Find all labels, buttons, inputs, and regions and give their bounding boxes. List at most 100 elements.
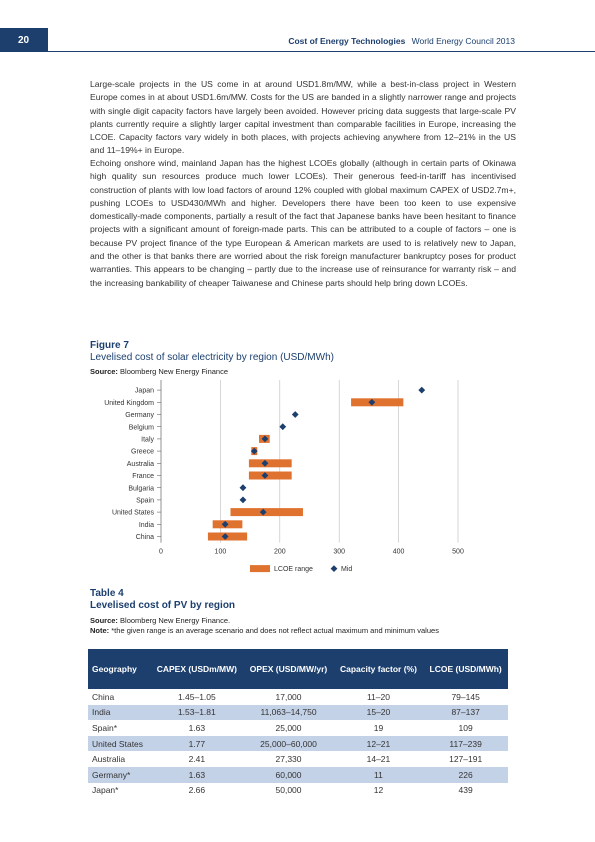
cell-lcoe: 127–191: [449, 754, 483, 765]
cell-geography: Australia: [92, 754, 126, 765]
cell-lcoe: 109: [458, 722, 473, 733]
header-geography: Geography: [88, 649, 151, 689]
cell-capex: 1.45–1.05: [177, 691, 216, 702]
cell-capacity-factor: 19: [373, 722, 384, 733]
figure-title: Levelised cost of solar electricity by r…: [90, 352, 334, 363]
table-source-label: Source:: [90, 616, 118, 625]
header-capex: CAPEX (USDm/MW): [150, 649, 244, 689]
running-header: Cost of Energy Technologies World Energy…: [288, 36, 515, 46]
cell-lcoe: 79–145: [451, 691, 480, 702]
mid-marker: [221, 533, 229, 540]
cell-geography: United States: [88, 735, 151, 752]
mid-marker: [368, 398, 376, 406]
cell-geography: India: [88, 704, 151, 721]
cell-opex: 25,000: [275, 722, 302, 733]
y-category-label: Italy: [141, 437, 154, 444]
y-category-label: India: [139, 522, 154, 529]
range-bar: [248, 459, 292, 468]
cell-capacity-factor: 11: [333, 766, 424, 783]
mid-marker: [279, 423, 287, 431]
y-category-label: Bulgaria: [128, 485, 154, 492]
y-category-label: Japan: [135, 388, 154, 395]
legend-mid-label: Mid: [341, 566, 352, 573]
cell-lcoe: 117–239: [423, 735, 508, 752]
cell-capex: 1.77: [150, 735, 244, 752]
range-bar: [248, 471, 292, 480]
table-title: Levelised cost of PV by region: [90, 600, 236, 611]
y-category-label: United States: [112, 510, 155, 517]
cell-opex: 25,000–60,000: [243, 735, 334, 752]
cell-capex: 2.66: [188, 785, 206, 796]
mid-marker: [418, 386, 426, 394]
pv-cost-table: Geography CAPEX (USDm/MW) OPEX (USD/MW/y…: [88, 649, 508, 798]
cell-lcoe: 87–137: [423, 704, 508, 721]
table-row: India 1.53–1.81 11,063–14,750 15–20 87–1…: [88, 704, 508, 721]
legend-range-label: LCOE range: [274, 566, 313, 573]
table-row: United States 1.77 25,000–60,000 12–21 1…: [88, 735, 508, 752]
table-label: Table 4: [90, 588, 124, 599]
mid-marker: [259, 508, 267, 516]
cell-geography: China: [92, 691, 115, 702]
cell-capex: 1.53–1.81: [150, 704, 244, 721]
cell-opex: 17,000: [275, 691, 302, 702]
x-tick-label: 500: [452, 549, 464, 556]
table-note-text: *the given range is an average scenario …: [111, 626, 439, 635]
mid-marker: [291, 411, 299, 418]
cell-geography: Spain*: [92, 722, 118, 733]
y-category-label: Belgium: [129, 424, 154, 431]
table-note: Note: *the given range is an average sce…: [90, 626, 439, 635]
cell-geography: Japan*: [92, 785, 119, 796]
cell-geography: Germany*: [88, 766, 151, 783]
cell-capacity-factor: 12: [373, 785, 384, 796]
y-category-label: France: [132, 473, 154, 480]
range-bar: [230, 508, 303, 517]
header-subtitle: World Energy Council 2013: [411, 36, 515, 46]
header-rule: [48, 51, 595, 52]
cell-lcoe: 439: [458, 785, 473, 796]
x-tick-label: 400: [393, 549, 405, 556]
mid-marker: [261, 459, 269, 467]
figure-label: Figure 7: [90, 340, 129, 351]
cell-opex: 11,063–14,750: [243, 704, 334, 721]
header-title: Cost of Energy Technologies: [288, 36, 406, 46]
table-note-label: Note:: [90, 626, 110, 635]
y-category-label: United Kingdom: [104, 400, 154, 407]
table-source: Source: Bloomberg New Energy Finance.: [90, 616, 230, 625]
body-paragraph-1: Large-scale projects in the US come in a…: [90, 79, 516, 156]
table-row: Spain* 1.63 25,000 19 109: [88, 720, 508, 736]
page-number: 20: [0, 28, 48, 52]
cell-opex: 60,000: [243, 766, 334, 783]
cell-opex: 50,000: [275, 785, 302, 796]
range-bar: [351, 398, 404, 407]
table-header-row: Geography CAPEX (USDm/MW) OPEX (USD/MW/y…: [88, 649, 508, 689]
table-row: Germany* 1.63 60,000 11 226: [88, 766, 508, 783]
table-row: Japan* 2.66 50,000 12 439: [88, 783, 508, 799]
y-category-label: Greece: [131, 449, 154, 456]
x-tick-label: 300: [333, 549, 345, 556]
x-tick-label: 100: [215, 549, 227, 556]
cell-capacity-factor: 15–20: [333, 704, 424, 721]
cell-capacity-factor: 11–20: [366, 691, 390, 702]
header-lcoe: LCOE (USD/MWh): [423, 649, 508, 689]
cell-opex: 27,330: [275, 754, 302, 765]
mid-marker: [239, 496, 247, 504]
cell-capex: 1.63: [150, 766, 244, 783]
cell-capex: 1.63: [188, 722, 206, 733]
mid-marker: [221, 520, 229, 528]
cell-capacity-factor: 12–21: [333, 735, 424, 752]
cell-capacity-factor: 14–21: [366, 754, 391, 765]
cell-lcoe: 226: [423, 766, 508, 783]
y-category-label: Australia: [127, 461, 154, 468]
header-opex: OPEX (USD/MW/yr): [243, 649, 334, 689]
mid-marker: [239, 484, 247, 492]
cell-capex: 2.41: [188, 754, 206, 765]
x-tick-label: 0: [159, 549, 163, 556]
figure-source-label: Source:: [90, 367, 118, 376]
mid-marker: [250, 447, 258, 455]
mid-marker: [261, 435, 269, 443]
y-category-label: Germany: [125, 412, 154, 419]
y-category-label: China: [136, 534, 154, 541]
legend-range-swatch: [250, 565, 270, 573]
legend-mid-marker: [330, 565, 338, 572]
body-paragraph-2: Echoing onshore wind, mainland Japan has…: [90, 158, 516, 288]
